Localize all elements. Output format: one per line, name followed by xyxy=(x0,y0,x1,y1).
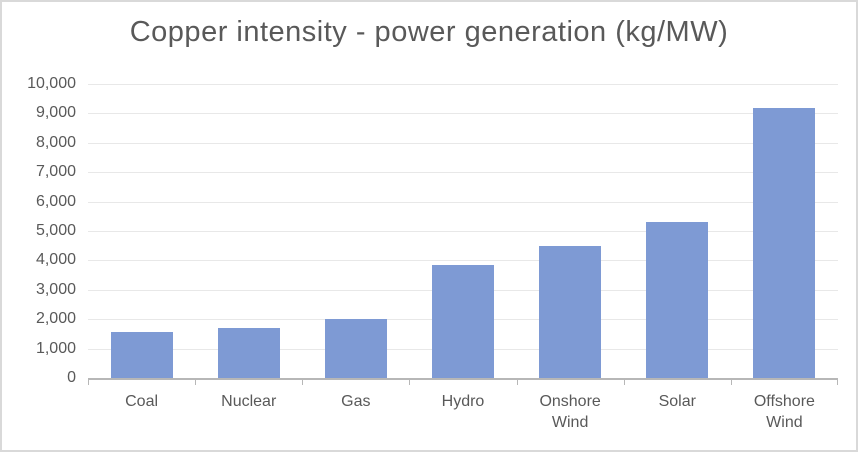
bar-slot-hydro xyxy=(409,84,516,378)
plot-area xyxy=(88,84,838,385)
y-axis: 0 1,000 2,000 3,000 4,000 5,000 6,000 7,000 8,00… xyxy=(2,76,76,386)
x-axis-tick xyxy=(409,380,411,385)
y-tick-label: 5,000 xyxy=(35,222,76,239)
x-axis-tick xyxy=(730,380,732,385)
x-axis-tick xyxy=(516,380,518,385)
bar-hydro xyxy=(431,264,494,378)
x-axis-tick xyxy=(302,380,304,385)
x-axis-labels: Coal Nuclear Gas Hydro Onshore Wind Solar Offs… xyxy=(88,392,838,434)
x-axis-tick xyxy=(623,380,625,385)
y-tick-label: 4,000 xyxy=(35,251,76,269)
y-tick-label: 0 xyxy=(67,369,76,386)
y-tick-label: 1,000 xyxy=(35,339,76,357)
bars-row xyxy=(88,84,838,378)
gridline xyxy=(88,172,838,174)
gridline xyxy=(88,84,838,85)
bar-slot-coal xyxy=(88,84,195,378)
x-category-label: Gas xyxy=(341,393,371,410)
x-category-label: Onshore Wind xyxy=(539,393,601,431)
gridline xyxy=(88,142,838,144)
gridline xyxy=(88,231,838,232)
bar-nuclear xyxy=(217,328,280,378)
x-category-label: Solar xyxy=(658,393,696,410)
x-axis-tick xyxy=(88,380,89,385)
y-tick-label: 8,000 xyxy=(35,133,76,151)
x-axis-tick xyxy=(195,380,197,385)
y-tick-label: 2,000 xyxy=(35,310,76,328)
bar-solar xyxy=(646,222,709,378)
bar-onshore-wind xyxy=(539,245,602,378)
chart-title: Copper intensity - power generation (kg/… xyxy=(129,16,729,48)
bar-slot-gas xyxy=(302,84,409,378)
x-category-label: Hydro xyxy=(441,393,485,410)
gridline xyxy=(88,201,838,203)
x-category-label: Coal xyxy=(125,393,159,410)
y-tick-label: 3,000 xyxy=(35,280,76,298)
bar-offshore-wind xyxy=(753,107,816,378)
bar-gas xyxy=(324,319,387,378)
y-tick-label: 7,000 xyxy=(35,163,76,181)
bar-slot-nuclear xyxy=(195,84,302,378)
y-tick-label: 9,000 xyxy=(35,104,76,122)
bar-slot-offshore-wind xyxy=(731,84,838,378)
x-axis-tick xyxy=(837,380,838,385)
gridline xyxy=(88,260,838,262)
x-category-label: Nuclear xyxy=(221,393,277,410)
gridline xyxy=(88,113,838,115)
bar-coal xyxy=(110,332,173,378)
y-tick-label: 6,000 xyxy=(35,192,76,210)
y-tick-label: 10,000 xyxy=(27,75,76,92)
x-category-label: Offshore Wind xyxy=(753,393,815,431)
bar-slot-onshore-wind xyxy=(517,84,624,378)
bar-slot-solar xyxy=(624,84,731,378)
